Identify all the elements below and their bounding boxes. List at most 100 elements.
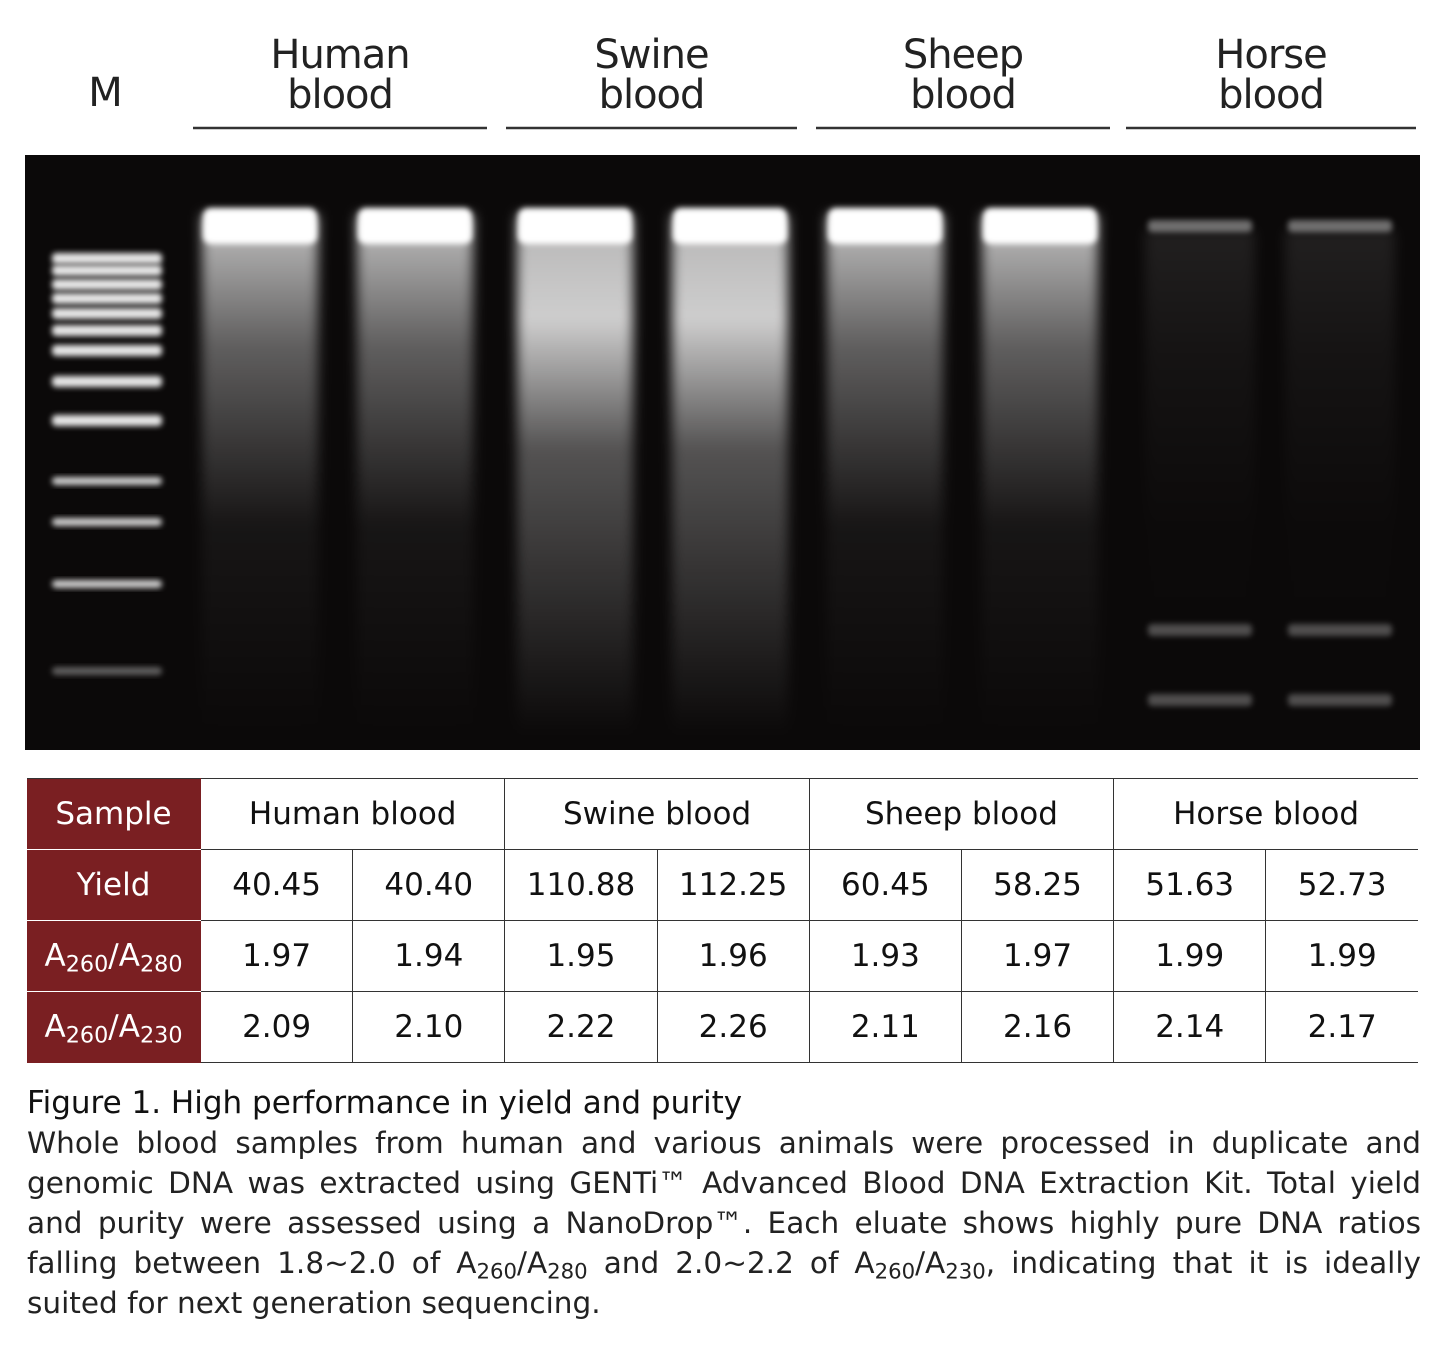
smear [1285, 230, 1395, 730]
ladder-band [52, 253, 162, 264]
results-table: Sample Human blood Swine blood Sheep blood H… [27, 778, 1418, 1063]
caption: Figure 1. High performance in yield and … [27, 1083, 1421, 1323]
text-run: /A [517, 1246, 548, 1280]
subscript: 230 [945, 1259, 986, 1285]
group-label: Swine [594, 32, 708, 78]
smear [202, 215, 318, 735]
cell: 60.45 [808, 849, 962, 921]
group-label: blood [287, 72, 393, 118]
cell: 40.45 [199, 849, 354, 921]
smear [357, 215, 473, 735]
group-header: Human blood [199, 778, 506, 850]
ladder-band [52, 415, 162, 426]
band [1148, 624, 1252, 636]
cell: 1.99 [1113, 920, 1267, 992]
smear [827, 215, 943, 735]
text-run: , indicating that it is ideally suited f… [27, 1246, 1421, 1320]
group-label: Human [270, 32, 409, 78]
cell: 52.73 [1265, 849, 1418, 921]
band [1288, 624, 1392, 636]
gel-figure: M HumanbloodSwinebloodSheepbloodHorseblo… [25, 32, 1420, 750]
ladder-band [52, 293, 162, 304]
group-header: Sheep blood [808, 778, 1115, 850]
caption-body: Whole blood samples from human and vario… [27, 1123, 1421, 1323]
text-run: and 2.0~2.2 of A [587, 1246, 875, 1280]
data-row: A260/A230 2.09 2.10 2.22 2.26 2.11 2.16 2.14 2.1… [27, 991, 1418, 1063]
cell: 1.93 [808, 920, 962, 992]
subscript: 230 [139, 1022, 183, 1049]
cell: 2.16 [960, 991, 1115, 1063]
cell: 1.97 [960, 920, 1115, 992]
genomic-band [673, 208, 787, 244]
genomic-band [983, 208, 1097, 244]
band [1148, 220, 1252, 232]
cell: 112.25 [656, 849, 810, 921]
cell: 2.14 [1113, 991, 1267, 1063]
text-run: /A [915, 1246, 946, 1280]
subscript: 280 [139, 951, 183, 978]
subscript: 260 [476, 1259, 517, 1285]
ladder-band [52, 477, 162, 485]
cell: 1.96 [656, 920, 810, 992]
data-row: A260/A280 1.97 1.94 1.95 1.96 1.93 1.97 1.99 1.9… [27, 920, 1418, 992]
group-label: blood [1218, 72, 1324, 118]
cell: 51.63 [1113, 849, 1267, 921]
smear [982, 215, 1098, 735]
cell: 2.11 [808, 991, 962, 1063]
row-label: A260/A280 [27, 920, 201, 992]
ladder-band [52, 667, 162, 675]
smear [1145, 230, 1255, 730]
text-run: A [44, 1009, 66, 1045]
group-header: Swine blood [504, 778, 810, 850]
ladder-band [52, 345, 162, 356]
ladder-band [52, 265, 162, 276]
ladder-band [52, 279, 162, 290]
smear [517, 215, 633, 735]
ladder-band [52, 376, 162, 387]
group-label: Sheep [903, 32, 1023, 78]
genomic-band [358, 208, 472, 244]
subscript: 280 [547, 1259, 588, 1285]
group-header: Horse blood [1113, 778, 1418, 850]
caption-title: Figure 1. High performance in yield and … [27, 1085, 743, 1121]
text-run: /A [108, 1009, 140, 1045]
cell: 2.09 [199, 991, 354, 1063]
cell: 2.22 [504, 991, 658, 1063]
cell: 1.95 [504, 920, 658, 992]
band [1288, 694, 1392, 706]
header-row: Sample Human blood Swine blood Sheep blood H… [27, 778, 1418, 850]
subscript: 260 [874, 1259, 916, 1285]
cell: 2.17 [1265, 991, 1418, 1063]
cell: 110.88 [504, 849, 658, 921]
band [1148, 694, 1252, 706]
cell: 1.99 [1265, 920, 1418, 992]
marker-label: M [88, 70, 122, 116]
row-header: Sample [27, 778, 201, 850]
genomic-band [203, 208, 317, 244]
group-label: Horse [1215, 32, 1326, 78]
cell: 2.10 [352, 991, 506, 1063]
cell: 1.94 [352, 920, 506, 992]
cell: 1.97 [199, 920, 354, 992]
row-label: A260/A230 [27, 991, 201, 1063]
cell: 58.25 [960, 849, 1115, 921]
text-run: /A [108, 938, 140, 974]
band [1288, 220, 1392, 232]
group-label: blood [910, 72, 1016, 118]
ladder-band [52, 518, 162, 526]
group-label: blood [599, 72, 705, 118]
text-run: Whole blood samples from human and vario… [27, 1126, 1421, 1280]
smear [672, 215, 788, 735]
subscript: 260 [65, 951, 109, 978]
ladder-band [52, 325, 162, 336]
cell: 2.26 [656, 991, 810, 1063]
ladder-band [52, 308, 162, 319]
genomic-band [828, 208, 942, 244]
genomic-band [518, 208, 632, 244]
data-row: Yield 40.45 40.40 110.88 112.25 60.45 58.25 51.… [27, 849, 1418, 921]
subscript: 260 [65, 1022, 109, 1049]
row-label: Yield [27, 849, 201, 921]
text-run: Yield [76, 867, 151, 903]
text-run: A [44, 938, 66, 974]
